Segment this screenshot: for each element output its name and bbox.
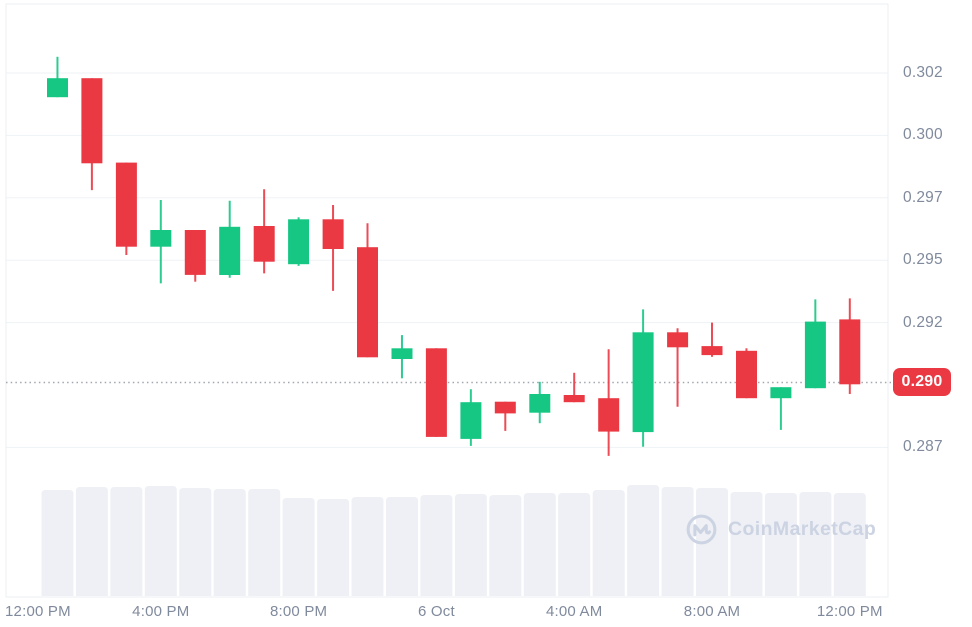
candle-body xyxy=(81,78,103,164)
candle-body xyxy=(667,332,689,348)
candle-body xyxy=(701,346,723,356)
candle-body xyxy=(494,401,516,414)
volume-bar xyxy=(454,494,487,596)
volume-bar xyxy=(351,497,384,596)
volume-bar xyxy=(833,493,866,596)
candle-body xyxy=(425,348,447,437)
candle-body xyxy=(391,348,413,359)
volume-bar xyxy=(627,485,660,596)
candle-body xyxy=(219,226,241,275)
candle-body xyxy=(357,247,378,358)
candle-body xyxy=(288,219,310,265)
candle-body xyxy=(322,219,344,249)
candle-body xyxy=(115,162,137,247)
volume-bar xyxy=(317,499,350,596)
candle-body xyxy=(632,332,654,433)
volume-bar xyxy=(41,490,74,596)
current-price-badge: 0.290 xyxy=(893,368,951,396)
volume-bar xyxy=(420,495,453,596)
volume-bar xyxy=(799,492,832,596)
volume-bar xyxy=(523,493,556,596)
volume-bar xyxy=(764,493,797,596)
plot-border xyxy=(5,3,889,598)
candle-body xyxy=(529,394,551,413)
volume-bar xyxy=(730,492,763,596)
candle-body xyxy=(253,226,275,262)
volume-bar xyxy=(75,487,108,596)
volume-bar xyxy=(144,486,177,596)
volume-bar xyxy=(110,487,143,596)
candle-body xyxy=(804,321,826,389)
volume-bar xyxy=(179,488,212,596)
current-price-label: 0.290 xyxy=(901,373,943,390)
volume-bar xyxy=(282,498,315,596)
candle-body xyxy=(736,350,757,399)
candle-body xyxy=(460,402,482,439)
candle-body xyxy=(598,398,620,432)
volume-bar xyxy=(213,489,246,596)
volume-bar xyxy=(592,490,625,596)
volume-bar xyxy=(386,497,418,596)
candle-body xyxy=(150,230,172,247)
volume-bar xyxy=(696,488,728,596)
volume-bar xyxy=(248,489,281,596)
candle-body xyxy=(563,395,585,403)
volume-bar xyxy=(661,487,694,596)
candle-body xyxy=(184,230,206,275)
candle-body xyxy=(47,78,68,98)
candle-body xyxy=(839,319,861,385)
candle-body xyxy=(770,387,792,399)
volume-bar xyxy=(558,493,591,596)
volume-bar xyxy=(489,495,522,596)
